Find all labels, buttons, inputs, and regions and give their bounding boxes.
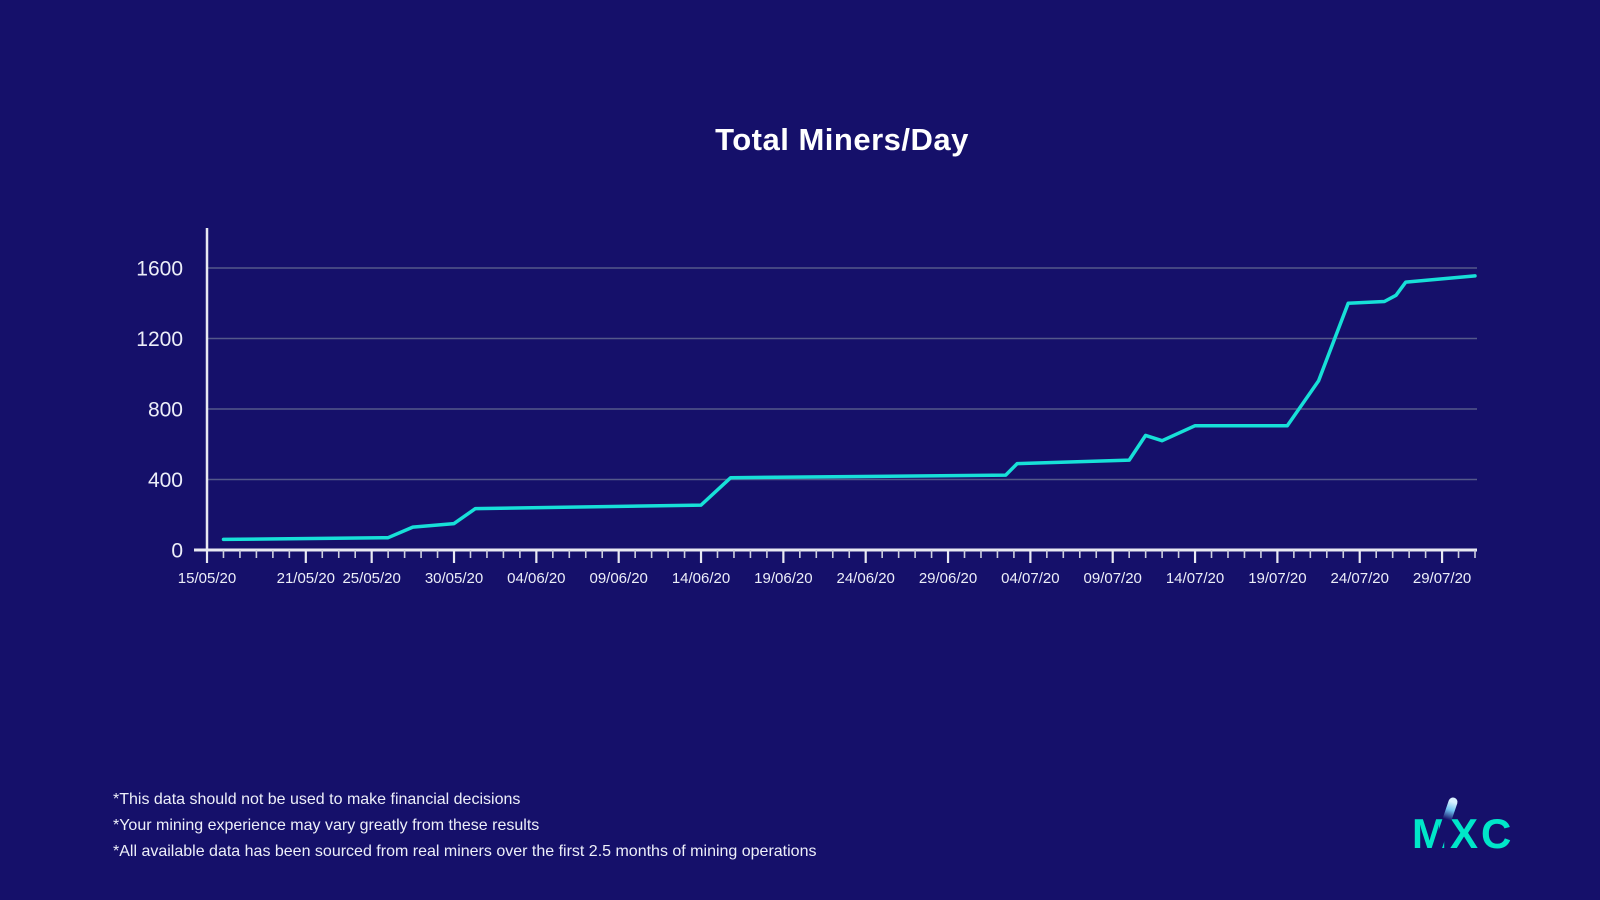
x-tick-label-24/06/20: 24/06/20 [837, 570, 895, 587]
x-tick-label-25/05/20: 25/05/20 [342, 570, 400, 587]
footnotes: *This data should not be used to make fi… [113, 787, 816, 865]
x-tick-label-09/07/20: 09/07/20 [1084, 570, 1142, 587]
x-tick-label-19/06/20: 19/06/20 [754, 570, 812, 587]
x-tick-label-29/06/20: 29/06/20 [919, 570, 977, 587]
series-line-total-miners [221, 274, 1477, 542]
mxc-logo-text: MXC [1412, 810, 1515, 857]
x-tick-label-15/05/20: 15/05/20 [178, 570, 236, 587]
footnote-financial-decisions: *This data should not be used to make fi… [113, 791, 521, 808]
mxc-logo-pen-slash-icon [1433, 797, 1458, 851]
x-tick-label-14/06/20: 14/06/20 [672, 570, 730, 587]
x-tick-label-24/07/20: 24/07/20 [1331, 570, 1389, 587]
y-tick-label-1600: 1600 [136, 258, 183, 281]
y-tick-label-0: 0 [171, 540, 183, 563]
y-tick-label-400: 400 [148, 469, 183, 492]
y-tick-label-800: 800 [148, 399, 183, 422]
x-tick-label-04/06/20: 04/06/20 [507, 570, 565, 587]
x-tick-label-04/07/20: 04/07/20 [1001, 570, 1059, 587]
mxc-logo: MXC [1405, 795, 1545, 857]
x-tick-label-21/05/20: 21/05/20 [277, 570, 335, 587]
y-tick-label-1200: 1200 [136, 328, 183, 351]
footnote-data-source: *All available data has been sourced fro… [113, 843, 817, 860]
x-tick-label-09/06/20: 09/06/20 [589, 570, 647, 587]
chart-title: Total Miners/Day [715, 122, 969, 157]
footnote-experience-vary: *Your mining experience may vary greatly… [113, 817, 540, 834]
x-tick-label-19/07/20: 19/07/20 [1248, 570, 1306, 587]
x-tick-label-14/07/20: 14/07/20 [1166, 570, 1224, 587]
x-tick-label-29/07/20: 29/07/20 [1413, 570, 1471, 587]
x-tick-label-30/05/20: 30/05/20 [425, 570, 483, 587]
